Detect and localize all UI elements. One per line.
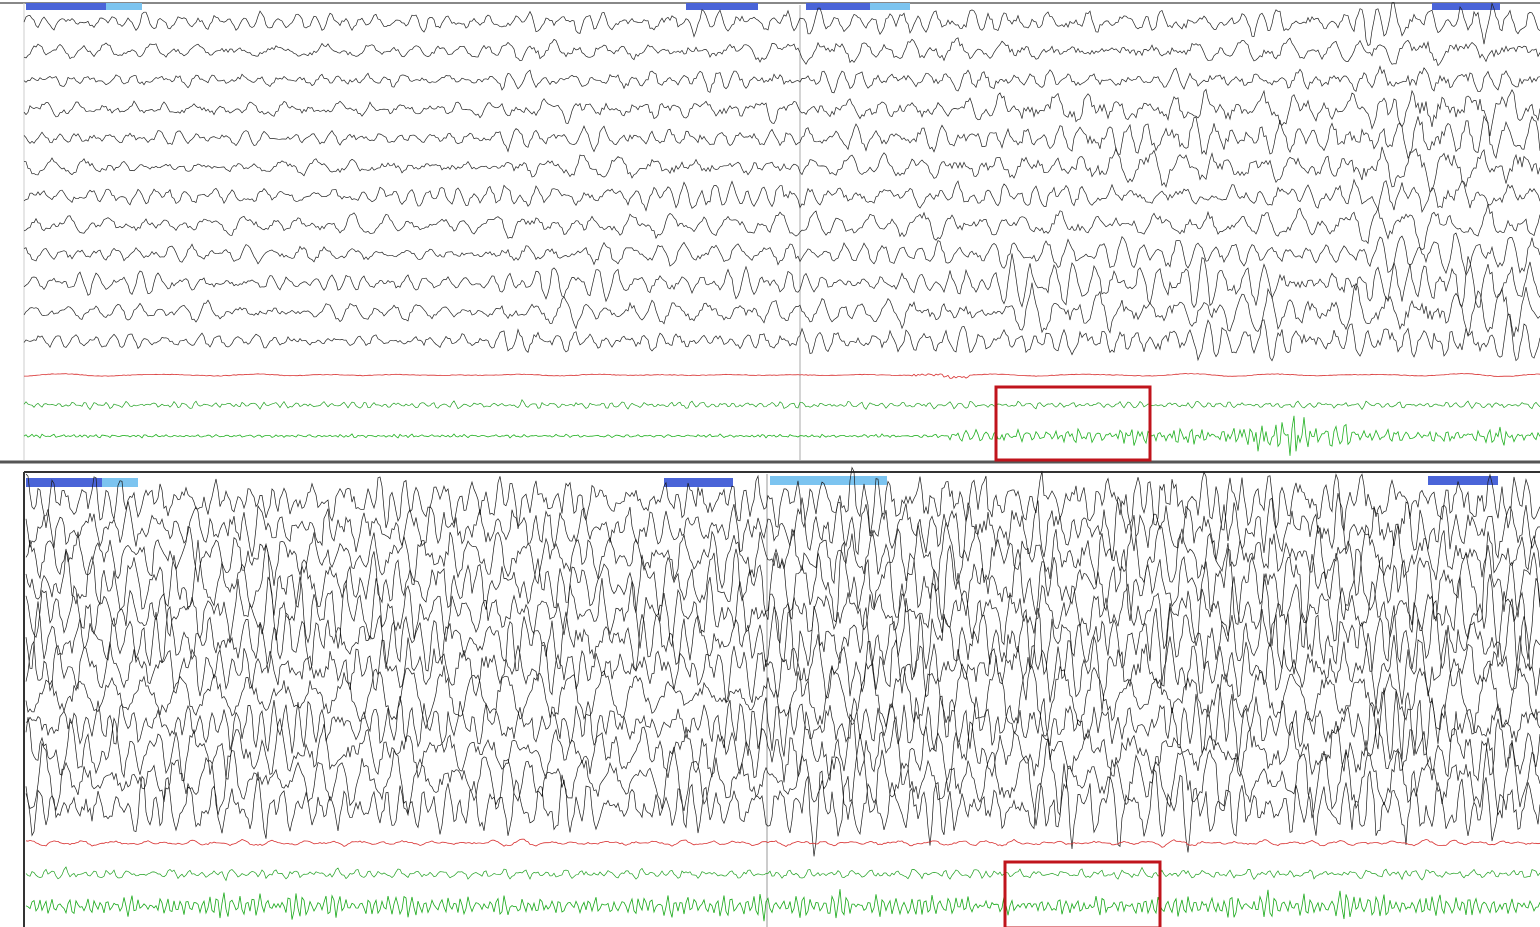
annotation-tag	[26, 478, 102, 487]
eeg-viewer	[0, 0, 1540, 927]
annotation-tag	[686, 3, 758, 10]
annotation-tag	[106, 3, 142, 10]
annotation-tag	[664, 478, 733, 487]
annotation-tag	[102, 478, 138, 487]
annotation-tag	[806, 3, 870, 10]
annotation-tag	[26, 3, 106, 10]
annotation-tag	[1432, 3, 1500, 10]
page: (() => { const data = JSON.parse(documen…	[0, 0, 1540, 927]
annotation-tag	[870, 3, 910, 10]
annotation-tag	[770, 476, 887, 485]
